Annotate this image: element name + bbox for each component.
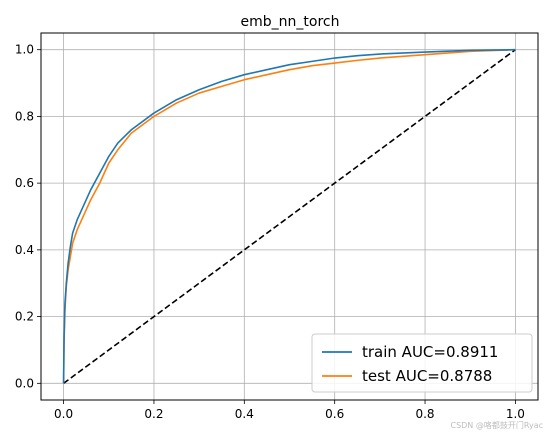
legend-label-train: train AUC=0.8911 [362, 343, 498, 361]
legend: train AUC=0.8911 test AUC=0.8788 [311, 333, 533, 393]
y-tick-label: 0.4 [15, 243, 34, 257]
y-tick-label: 0.0 [15, 376, 34, 390]
y-tick-label: 0.8 [15, 109, 34, 123]
y-tick-label: 0.2 [15, 310, 34, 324]
x-tick-label: 0.8 [415, 407, 434, 421]
x-tick-label: 0.0 [54, 407, 73, 421]
x-tick-label: 0.6 [325, 407, 344, 421]
watermark-text: CSDN @咯都鼓开门Ryac [450, 420, 543, 430]
diagonal-reference-line [63, 49, 516, 384]
y-tick-label: 0.6 [15, 176, 34, 190]
plot-frame [40, 32, 539, 401]
x-tick-label: 0.2 [144, 407, 163, 421]
x-tick-label: 1.0 [506, 407, 525, 421]
series-line-test [62, 48, 516, 384]
y-tick-label: 1.0 [15, 43, 34, 57]
series-layer [62, 48, 516, 384]
series-line-train [62, 48, 516, 384]
ticks: 0.0 0.2 0.4 0.6 0.8 1.0 0.0 0.2 0.4 0.6 0.8 1.0 [15, 43, 525, 421]
grid [41, 33, 538, 400]
legend-label-test: test AUC=0.8788 [362, 367, 492, 385]
legend-box [311, 333, 533, 393]
chart-title: emb_nn_torch [241, 14, 340, 30]
x-tick-label: 0.4 [235, 407, 254, 421]
